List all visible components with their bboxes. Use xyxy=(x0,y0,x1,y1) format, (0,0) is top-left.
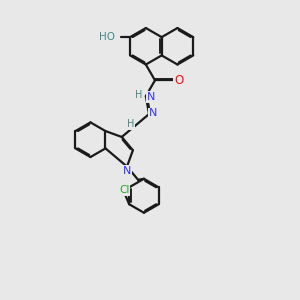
Text: N: N xyxy=(123,166,131,176)
Text: O: O xyxy=(174,74,184,87)
Text: HO: HO xyxy=(98,32,115,42)
Text: H: H xyxy=(135,91,142,100)
Text: H: H xyxy=(127,119,134,129)
Text: N: N xyxy=(147,92,156,102)
Text: N: N xyxy=(149,108,157,118)
Text: Cl: Cl xyxy=(119,185,129,195)
